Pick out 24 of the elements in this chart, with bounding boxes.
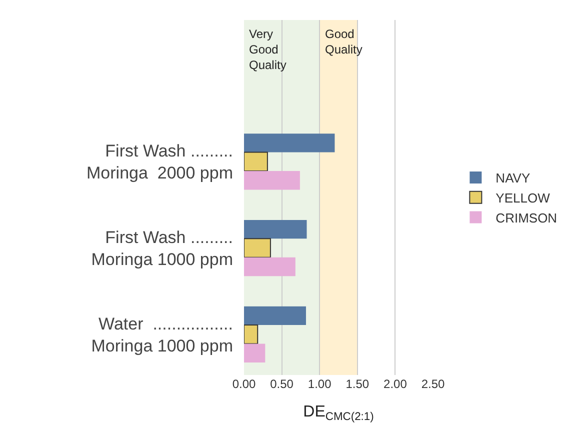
x-tick-label: 1.50 xyxy=(346,377,370,391)
legend-label: YELLOW xyxy=(496,190,551,206)
bar xyxy=(244,171,300,190)
x-tick-label: 2.00 xyxy=(384,377,408,391)
x-tick-label: 1.00 xyxy=(308,377,332,391)
bar xyxy=(244,344,266,362)
x-tick-label: 2.50 xyxy=(421,377,445,391)
band-label: Good Quality xyxy=(325,27,362,57)
x-tick-label: 0.00 xyxy=(232,377,256,391)
bar xyxy=(244,238,271,258)
x-tick-label: 0.50 xyxy=(270,377,294,391)
bar xyxy=(244,152,268,172)
bar xyxy=(244,220,307,239)
y-tick-label: First Wash ......... Moringa 2000 ppm xyxy=(86,142,233,183)
legend-label: NAVY xyxy=(496,170,530,186)
bar xyxy=(244,306,306,326)
x-axis-title: DE$_{CMC(2:1)}$ xyxy=(303,404,374,424)
y-tick-label: Water ................. Moringa 1000 ppm xyxy=(91,314,233,356)
y-tick-label: First Wash ......... Moringa 1000 ppm xyxy=(91,228,233,270)
bar xyxy=(244,257,296,276)
bar xyxy=(244,324,258,344)
bar xyxy=(244,134,335,152)
band-label: Very Good Quality xyxy=(249,27,286,72)
legend-label: CRIMSON xyxy=(496,210,558,226)
